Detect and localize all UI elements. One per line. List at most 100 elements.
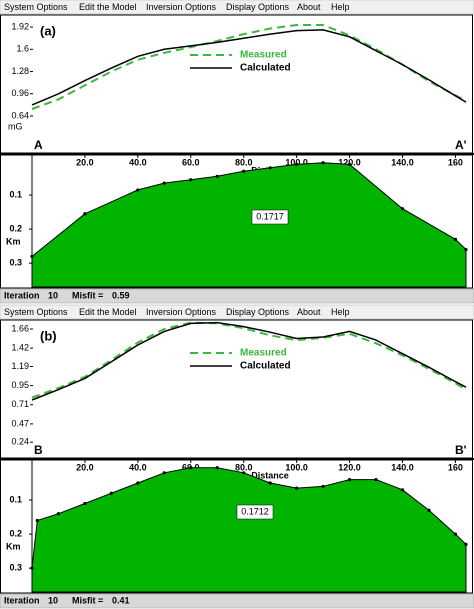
y-axis-label: Km bbox=[6, 541, 21, 551]
gravity-curve bbox=[31, 321, 467, 401]
x-tick-label: 120.0 bbox=[338, 462, 361, 472]
y-tick-label: 1.28 bbox=[11, 66, 29, 76]
separator bbox=[0, 458, 474, 460]
status-text: Iteration bbox=[4, 290, 40, 300]
y-tick-label: 0.95 bbox=[11, 380, 29, 390]
status-value: 0.41 bbox=[112, 595, 130, 605]
y-tick-label: 0.1 bbox=[9, 494, 22, 504]
legend-label: Calculated bbox=[240, 63, 291, 74]
x-tick-label: 160 bbox=[448, 157, 463, 167]
gravity-frame bbox=[0, 319, 473, 459]
body-vertex bbox=[189, 178, 193, 182]
x-tick-label: 100.0 bbox=[285, 462, 308, 472]
y-tick-label: 1.92 bbox=[11, 21, 29, 31]
y-tick-label: 0.64 bbox=[11, 110, 29, 120]
menu-item[interactable]: Help bbox=[331, 307, 350, 317]
y-tick-label: 0.47 bbox=[11, 418, 29, 428]
model-body bbox=[31, 467, 467, 593]
y-tick-label: 0.3 bbox=[9, 563, 22, 573]
x-tick-label: 40.0 bbox=[129, 157, 147, 167]
y-tick-label: 0.24 bbox=[11, 437, 29, 447]
body-vertex bbox=[136, 188, 140, 192]
profile-start: A bbox=[34, 138, 43, 152]
menu-item[interactable]: Help bbox=[331, 2, 350, 12]
y-tick-label: 1.6 bbox=[16, 44, 29, 54]
body-vertex bbox=[347, 478, 352, 482]
gravity-curve bbox=[31, 321, 467, 399]
x-tick-label: 20.0 bbox=[76, 157, 94, 167]
body-vertex bbox=[453, 237, 458, 241]
body-vertex bbox=[56, 512, 61, 516]
y-tick-label: 1.19 bbox=[11, 361, 29, 371]
y-tick-label: 0.1 bbox=[9, 189, 22, 199]
status-bar bbox=[0, 288, 474, 304]
body-vertex bbox=[136, 481, 140, 485]
menu-item[interactable]: Inversion Options bbox=[146, 2, 217, 12]
menu-item[interactable]: System Options bbox=[4, 307, 68, 317]
body-vertex bbox=[30, 566, 34, 570]
gravity-frame bbox=[0, 14, 473, 154]
legend-label: Measured bbox=[240, 50, 287, 61]
legend-label: Calculated bbox=[240, 361, 291, 372]
status-bar bbox=[0, 593, 474, 609]
profile-start: B bbox=[34, 443, 43, 457]
y-tick-label: 0.96 bbox=[11, 88, 29, 98]
menu-item[interactable]: System Options bbox=[4, 2, 68, 12]
menu-item[interactable]: Edit the Model bbox=[79, 307, 137, 317]
body-vertex bbox=[242, 471, 246, 475]
menu-bar bbox=[0, 0, 474, 15]
body-vertex bbox=[400, 207, 405, 211]
y-tick-label: 0.2 bbox=[9, 223, 22, 233]
body-vertex bbox=[83, 501, 87, 506]
body-vertex bbox=[347, 162, 352, 167]
status-text: Iteration bbox=[4, 595, 40, 605]
body-vertex bbox=[268, 166, 272, 170]
body-vertex bbox=[321, 484, 325, 489]
menu-item[interactable]: Edit the Model bbox=[79, 2, 137, 12]
x-tick-label: 60.0 bbox=[182, 157, 200, 167]
body-vertex bbox=[464, 542, 468, 546]
density-box bbox=[236, 504, 274, 520]
body-vertex bbox=[427, 508, 431, 512]
y-tick-label: 1.66 bbox=[11, 323, 29, 333]
body-vertex bbox=[453, 532, 458, 536]
menu-item[interactable]: Inversion Options bbox=[146, 307, 217, 317]
body-vertex bbox=[162, 471, 166, 475]
menu-bar bbox=[0, 304, 474, 320]
y-tick-label: 0.2 bbox=[9, 528, 22, 538]
body-vertex bbox=[83, 212, 87, 216]
body-vertex bbox=[268, 481, 272, 485]
menu-item[interactable]: Display Options bbox=[226, 2, 290, 12]
menu-item[interactable]: About bbox=[297, 2, 321, 12]
panel-label: (b) bbox=[40, 328, 57, 343]
body-vertex bbox=[400, 488, 405, 492]
x-tick-label: 160 bbox=[448, 462, 463, 472]
x-tick-label: 120.0 bbox=[338, 157, 361, 167]
body-vertex bbox=[295, 486, 299, 490]
y-axis-label: mG bbox=[8, 121, 23, 131]
profile-end: A' bbox=[455, 138, 467, 152]
x-tick-label: 80.0 bbox=[235, 157, 253, 167]
menu-item[interactable]: About bbox=[297, 307, 321, 317]
status-value: 10 bbox=[48, 595, 58, 605]
x-tick-label: 140.0 bbox=[391, 462, 414, 472]
body-vertex bbox=[464, 247, 468, 252]
separator bbox=[0, 153, 474, 155]
status-text: Misfit = bbox=[72, 290, 103, 300]
profile-end: B' bbox=[455, 443, 467, 457]
legend-label: Measured bbox=[240, 348, 287, 359]
body-vertex bbox=[35, 518, 39, 523]
gravity-curve bbox=[31, 29, 467, 106]
panel-label: (a) bbox=[40, 23, 56, 38]
body-vertex bbox=[321, 161, 325, 165]
body-vertex bbox=[295, 162, 299, 167]
y-tick-label: 0.3 bbox=[9, 258, 22, 268]
status-value: 0.59 bbox=[112, 290, 130, 300]
menu-item[interactable]: Display Options bbox=[226, 307, 290, 317]
body-vertex bbox=[374, 478, 378, 482]
body-vertex bbox=[30, 254, 34, 258]
density-box bbox=[251, 209, 289, 225]
body-vertex bbox=[162, 181, 166, 185]
body-vertex bbox=[215, 174, 219, 178]
